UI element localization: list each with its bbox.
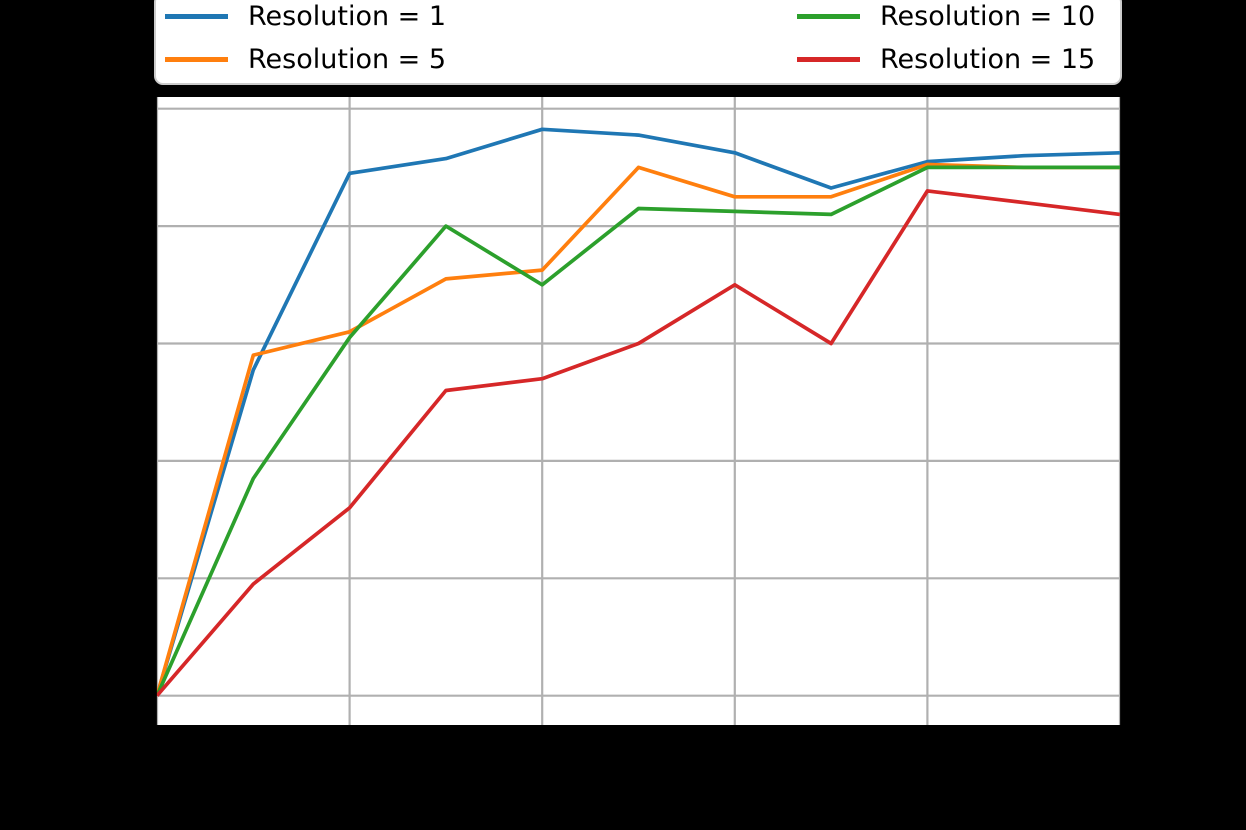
axes-frame [154,94,1123,728]
legend-entry: Resolution = 10 [797,0,1095,34]
plot-area [157,97,1120,725]
legend-line-sample [797,13,860,19]
legend-line-sample [797,56,860,62]
series-line-resolution-10 [155,165,1120,697]
legend-line-sample [165,56,228,62]
legend-entry: Resolution = 5 [165,41,446,77]
series-line-resolution-15 [155,189,1121,697]
legend-label: Resolution = 1 [248,0,447,32]
legend-entry: Resolution = 1 [165,0,446,34]
legend-label: Resolution = 15 [880,43,1096,75]
series-line-resolution-1 [155,127,1121,697]
series-line-resolution-5 [155,162,1120,697]
legend-line-sample [165,13,228,19]
legend-entry: Resolution = 15 [797,41,1095,77]
legend-label: Resolution = 5 [248,43,447,75]
legend-box [154,0,1122,85]
legend-label: Resolution = 10 [880,0,1096,32]
